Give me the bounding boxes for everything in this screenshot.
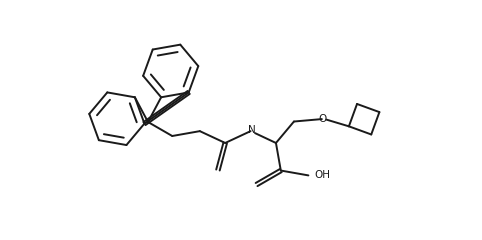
Text: N: N [248, 125, 255, 135]
Text: O: O [319, 114, 327, 124]
Text: OH: OH [314, 170, 330, 180]
